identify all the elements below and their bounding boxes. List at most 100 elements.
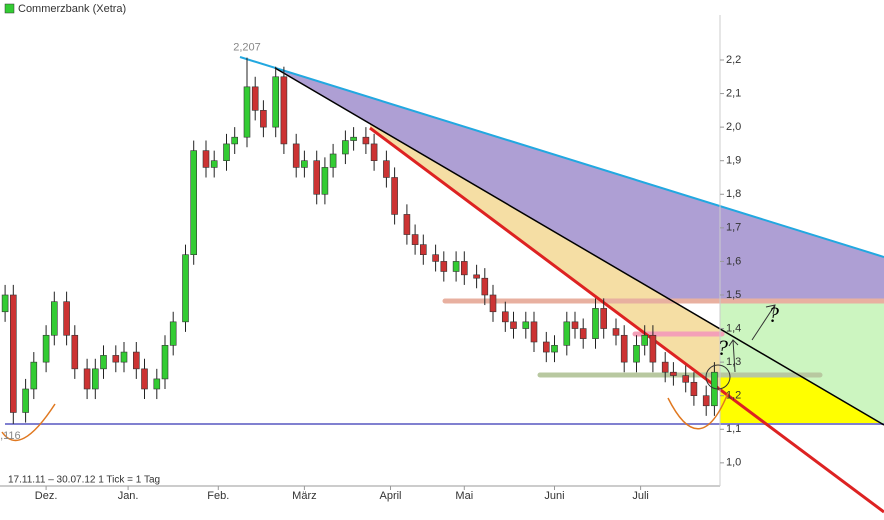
candle-body (280, 76, 288, 145)
candle-body (169, 321, 177, 346)
y-tick-label: 1,9 (726, 155, 741, 167)
arc (1, 403, 56, 442)
candle-body (22, 388, 29, 413)
x-tick-label: Jan. (118, 490, 139, 502)
candle-body (251, 86, 259, 111)
arc (667, 392, 729, 430)
candle-body (661, 361, 669, 373)
candle-body (612, 328, 620, 336)
y-tick-label: 1,0 (726, 457, 741, 469)
y-tick-label: 1,6 (726, 255, 741, 267)
y-tick-label: 1,7 (726, 222, 741, 234)
candle-body (350, 136, 357, 141)
candle-body (551, 345, 558, 353)
y-tick-label: 1,5 (726, 289, 741, 301)
candle-body (432, 254, 439, 262)
candle-body (243, 86, 251, 138)
candles (1, 57, 718, 424)
candle-body (592, 308, 599, 339)
candle-body (460, 261, 468, 276)
legend-swatch (4, 3, 15, 14)
candle-body (403, 214, 411, 235)
candle-body (120, 351, 128, 363)
y-tick-label: 1,3 (726, 356, 741, 368)
candle-body (510, 321, 517, 329)
y-tick-label: 1,8 (726, 188, 741, 200)
x-tick-label: Mai (455, 490, 473, 502)
candle-body (620, 334, 628, 363)
candle-body (370, 143, 378, 162)
trend-line (239, 56, 884, 258)
candle-body (579, 328, 587, 339)
candle-body (419, 244, 427, 255)
arrow (751, 304, 776, 341)
y-tick-label: 1,2 (726, 390, 741, 402)
candle-body (571, 321, 579, 329)
chart-title: Commerzbank (Xetra) (18, 3, 126, 15)
candle-body (383, 160, 390, 178)
question-mark: ? (768, 302, 779, 327)
y-tick-label: 1,1 (726, 423, 741, 435)
candle-body (682, 375, 690, 383)
candle-body (321, 167, 329, 195)
candle-body (313, 160, 321, 195)
candle-body (522, 321, 530, 329)
trend-line (274, 67, 884, 426)
candle-body (210, 160, 218, 168)
candle-body (690, 381, 698, 396)
x-tick-label: Dez. (35, 490, 58, 502)
candle-body (530, 321, 538, 343)
candle-body (542, 341, 550, 353)
x-tick-label: März (292, 490, 316, 502)
overlays (5, 56, 884, 514)
candle-body (641, 334, 649, 346)
x-tick-label: April (379, 490, 401, 502)
candle-body (50, 301, 58, 336)
y-tick-label: 2,1 (726, 87, 741, 99)
candle-body (202, 150, 210, 168)
question-mark: ? (717, 335, 728, 360)
candle-body (411, 234, 419, 245)
x-tick-label: Feb. (207, 490, 229, 502)
candle-body (391, 177, 398, 215)
candle-body (100, 355, 107, 370)
candle-body (501, 311, 509, 323)
annotation-shapes: ? ? (1, 302, 779, 442)
arrow (728, 339, 739, 373)
candle-body (141, 368, 148, 390)
candle-body (600, 308, 608, 329)
y-tick-label: 1,4 (726, 322, 741, 334)
candle-body (362, 136, 370, 145)
x-tick-label: Juni (544, 490, 564, 502)
candle-body (161, 345, 169, 380)
candle-body (473, 274, 480, 279)
price-annotation: 1,116 (0, 430, 21, 442)
candle-body (10, 294, 17, 413)
candle-body (71, 334, 79, 370)
candle-body (1, 294, 9, 313)
candle-body (153, 378, 161, 390)
candle-body (563, 321, 571, 346)
candle-body (190, 150, 197, 255)
candle-body (489, 294, 497, 313)
candle-body (649, 334, 657, 363)
candle-body (329, 153, 337, 168)
candle-body (223, 143, 230, 162)
candle-body (301, 160, 308, 168)
highlight-circle (705, 364, 731, 390)
candle-body (92, 368, 99, 390)
yellow-zone (720, 375, 884, 425)
candle-body (452, 261, 460, 272)
x-tick-label: Juli (632, 490, 649, 502)
y-tick-label: 2,2 (726, 54, 741, 66)
candle-body (260, 110, 267, 128)
candle-body (481, 277, 489, 296)
candle-body (272, 76, 280, 128)
price-annotation: 2,207 (233, 42, 261, 54)
candle-body (182, 254, 189, 323)
candle-body (292, 143, 300, 168)
candle-body (440, 261, 448, 272)
candle-body (30, 361, 38, 390)
candle-body (63, 301, 70, 336)
